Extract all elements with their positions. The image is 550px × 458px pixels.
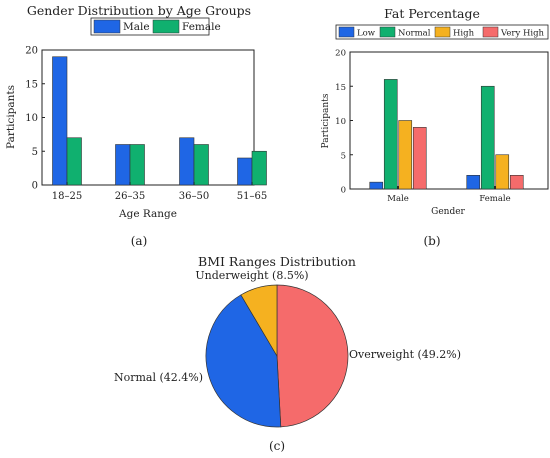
- chart-b-title: Fat Percentage: [384, 6, 480, 21]
- bar-high-male: [398, 120, 413, 190]
- legend-swatch-female: [152, 19, 180, 34]
- legend-label-male: Male: [123, 21, 150, 33]
- x-tick-label-26-35: 26–35: [115, 191, 145, 202]
- y-tick-label: 10: [25, 113, 38, 124]
- pie-slice-normal: [205, 294, 282, 428]
- x-tick-label-51-65: 51–65: [237, 191, 267, 202]
- chart-a-legend: Male Female: [90, 17, 221, 36]
- pie-slice-underweight: [240, 284, 278, 358]
- chart-a-y-ticks: 0 5 10 15 20: [25, 46, 45, 192]
- chart-a: Gender Distribution by Age Groups Male Fe…: [5, 3, 267, 248]
- chart-a-bars: [52, 56, 267, 186]
- bar-male-51-65: [237, 157, 253, 186]
- legend-swatch-low: [338, 26, 355, 38]
- bar-high-female: [495, 154, 510, 190]
- bar-female-36-50: [193, 144, 209, 186]
- chart-c-panel-label: (c): [269, 439, 285, 453]
- pie-slice-overweight: [276, 284, 349, 428]
- y-tick-label: 15: [335, 83, 346, 93]
- chart-b-x-ticks: Male Female: [387, 186, 511, 204]
- chart-a-x-label: Age Range: [118, 208, 177, 220]
- bar-normal-female: [480, 85, 495, 190]
- x-tick-label-male: Male: [387, 194, 409, 204]
- chart-c-title: BMI Ranges Distribution: [198, 254, 356, 269]
- y-tick-label: 10: [335, 117, 346, 127]
- chart-a-x-ticks: 18–25 26–35 36–50 51–65: [52, 182, 267, 202]
- chart-b-legend: Low Normal High Very High: [335, 24, 549, 40]
- chart-a-y-label: Participants: [5, 85, 17, 149]
- legend-label-low: Low: [357, 29, 376, 39]
- legend-label-very-high: Very High: [500, 29, 545, 39]
- chart-c-slice-labels: Overweight (49.2%) Normal (42.4%) Underwei…: [114, 269, 461, 384]
- bar-male-36-50: [179, 137, 195, 186]
- x-tick-label-36-50: 36–50: [179, 191, 209, 202]
- chart-b-x-label: Gender: [431, 207, 465, 217]
- chart-b-y-ticks: 0 5 10 15 20: [335, 49, 353, 196]
- legend-swatch-high: [434, 26, 451, 38]
- x-tick-label-female: Female: [479, 194, 510, 204]
- pie-label-normal: Normal (42.4%): [114, 371, 203, 384]
- y-tick-label: 0: [341, 186, 346, 196]
- bar-very-high-female: [509, 175, 524, 190]
- bar-female-18-25: [66, 137, 82, 186]
- y-tick-label: 20: [25, 46, 38, 57]
- chart-b-panel-label: (b): [423, 234, 440, 248]
- chart-b-bars: [369, 79, 524, 190]
- pie-label-overweight: Overweight (49.2%): [349, 348, 461, 361]
- y-tick-label: 20: [335, 49, 346, 59]
- bar-female-51-65: [251, 150, 267, 186]
- bar-male-26-35: [115, 144, 131, 186]
- chart-b: Fat Percentage Low Normal High Very High 0 5…: [321, 6, 549, 248]
- y-tick-label: 0: [32, 181, 38, 192]
- y-tick-label: 5: [32, 147, 38, 158]
- bar-female-26-35: [129, 144, 145, 186]
- legend-box: [90, 17, 210, 36]
- chart-c: BMI Ranges Distribution Overweight (49.2…: [114, 254, 461, 453]
- legend-label-high: High: [453, 29, 475, 39]
- y-tick-label: 5: [341, 151, 346, 161]
- legend-swatch-male: [93, 19, 121, 34]
- legend-swatch-very-high: [482, 26, 499, 38]
- y-tick-label: 15: [25, 79, 38, 90]
- bar-low-male: [369, 181, 384, 190]
- legend-label-female: Female: [182, 21, 221, 33]
- bar-male-18-25: [52, 56, 68, 186]
- pie-label-underweight: Underweight (8.5%): [195, 269, 308, 282]
- chart-c-slices: [205, 284, 349, 428]
- legend-label-normal: Normal: [398, 29, 431, 39]
- chart-b-axes: [349, 51, 549, 190]
- bar-low-female: [466, 175, 481, 190]
- chart-a-title: Gender Distribution by Age Groups: [27, 3, 251, 18]
- x-tick-label-18-25: 18–25: [52, 191, 82, 202]
- legend-swatch-normal: [379, 26, 396, 38]
- bar-normal-male: [383, 79, 398, 190]
- bar-very-high-male: [412, 127, 427, 190]
- chart-a-panel-label: (a): [131, 234, 148, 248]
- chart-b-y-label: Participants: [321, 93, 331, 148]
